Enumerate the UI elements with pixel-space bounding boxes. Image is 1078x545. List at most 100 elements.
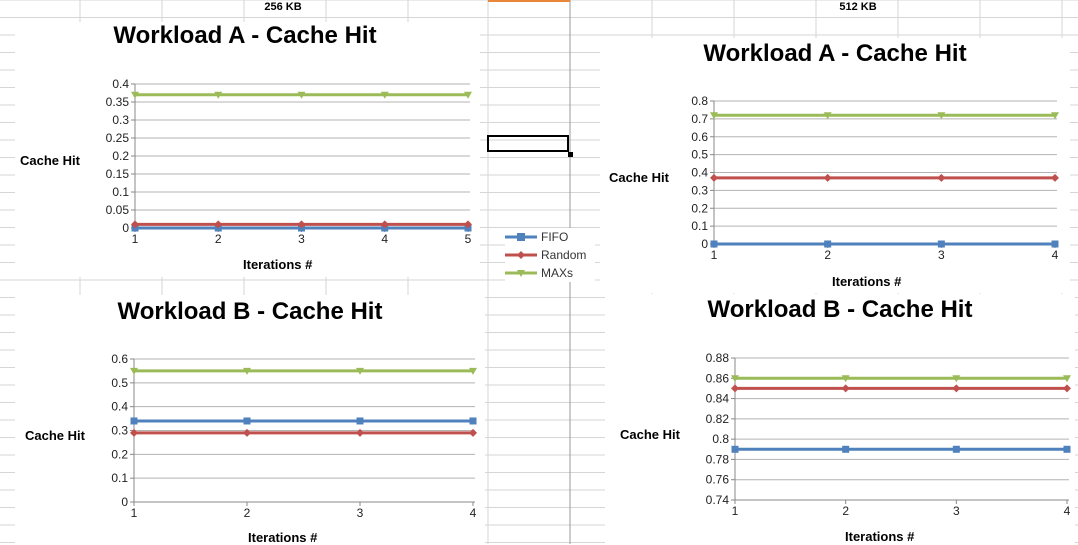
x-tick-label: 1 xyxy=(711,248,718,262)
plot-area: 0 0.1 0.2 0.3 0.4 0.5 0.6 1 2 3 4 xyxy=(111,352,477,520)
data-point-maxs xyxy=(710,112,718,120)
legend-label: FIFO xyxy=(541,230,569,244)
y-tick-label: 0.15 xyxy=(106,167,130,181)
data-point-maxs xyxy=(952,375,961,383)
data-point-fifo xyxy=(710,240,718,248)
y-tick-label: 0.25 xyxy=(106,131,130,145)
x-tick-label: 2 xyxy=(824,248,831,262)
data-point-fifo xyxy=(130,417,138,425)
y-tick-label: 0 xyxy=(121,495,128,509)
y-axis-label: Cache Hit xyxy=(25,428,85,443)
y-tick-label: 0.82 xyxy=(706,412,730,426)
data-point-maxs xyxy=(1051,112,1059,120)
y-tick-label: 0.2 xyxy=(691,201,708,215)
data-point-random xyxy=(214,220,223,229)
x-tick-label: 4 xyxy=(470,506,477,520)
x-tick-label: 1 xyxy=(132,232,139,246)
column-header-512kb: 512 KB xyxy=(839,1,877,13)
chart-workload-b-512kb[interactable]: Workload B - Cache Hit Cache Hit Iterati… xyxy=(605,294,1075,544)
x-tick-label: 3 xyxy=(953,504,960,518)
x-tick-label: 3 xyxy=(938,248,945,262)
y-tick-label: 0.7 xyxy=(691,112,708,126)
maxs-marker-icon xyxy=(505,270,537,277)
data-point-maxs xyxy=(130,367,138,375)
data-point-random xyxy=(731,384,739,393)
y-tick-label: 0.35 xyxy=(106,95,130,109)
data-point-random xyxy=(243,428,251,437)
x-axis-label: Iterations # xyxy=(845,529,915,544)
plot-area: 0 0.05 0.1 0.15 0.2 0.25 0.3 0.35 0.4 1 2 3 4 5 xyxy=(106,77,472,246)
chart-workload-b-256kb[interactable]: Workload B - Cache Hit Cache Hit Iterati… xyxy=(15,295,485,545)
data-point-fifo xyxy=(937,240,945,248)
data-point-random xyxy=(131,220,139,229)
chart-title: Workload A - Cache Hit xyxy=(113,22,377,49)
data-point-random xyxy=(710,173,718,182)
x-tick-label: 3 xyxy=(357,506,364,520)
y-tick-label: 0.5 xyxy=(111,376,128,390)
y-tick-label: 0 xyxy=(122,221,129,235)
y-tick-label: 0.4 xyxy=(112,77,129,91)
chart-legend[interactable]: FIFO Random MAXs xyxy=(505,228,595,282)
y-tick-label: 0.6 xyxy=(111,352,128,366)
x-axis-label: Iterations # xyxy=(243,257,313,272)
data-point-maxs xyxy=(356,367,364,375)
x-axis-label: Iterations # xyxy=(832,274,902,289)
y-tick-label: 0.8 xyxy=(712,432,729,446)
y-tick-label: 0.76 xyxy=(706,473,730,487)
chart-workload-a-512kb[interactable]: Workload A - Cache Hit Cache Hit Iterati… xyxy=(600,38,1070,293)
data-point-maxs xyxy=(243,367,251,375)
data-point-maxs xyxy=(823,112,832,120)
x-tick-label: 5 xyxy=(465,232,472,246)
data-point-maxs xyxy=(937,112,946,120)
plot-area: 0.74 0.76 0.78 0.8 0.82 0.84 0.86 0.88 1 2 3 4 xyxy=(706,351,1071,518)
data-point-fifo xyxy=(824,240,832,248)
y-tick-label: 0.88 xyxy=(706,351,730,365)
data-point-maxs xyxy=(731,375,739,383)
legend-label: Random xyxy=(541,248,587,262)
chart-title: Workload A - Cache Hit xyxy=(703,40,967,67)
data-point-random xyxy=(1063,384,1071,393)
data-point-random xyxy=(380,220,389,229)
y-tick-label: 0 xyxy=(701,237,708,251)
legend-item-maxs: MAXs xyxy=(505,264,595,282)
data-point-random xyxy=(130,428,138,437)
x-tick-label: 2 xyxy=(215,232,222,246)
x-tick-label: 2 xyxy=(244,506,251,520)
data-point-random xyxy=(356,428,364,437)
legend-item-fifo: FIFO xyxy=(505,228,595,246)
data-point-maxs xyxy=(380,91,389,99)
y-tick-label: 0.1 xyxy=(691,219,708,233)
selected-cell[interactable] xyxy=(487,135,569,152)
data-point-fifo xyxy=(469,417,477,425)
plot-area: 0 0.1 0.2 0.3 0.4 0.5 0.6 0.7 0.8 1 2 3 4 xyxy=(691,94,1059,262)
chart-title: Workload B - Cache Hit xyxy=(707,296,973,323)
active-column-accent xyxy=(488,0,570,2)
data-point-fifo xyxy=(731,445,739,453)
y-tick-label: 0.78 xyxy=(706,452,730,466)
data-point-maxs xyxy=(841,375,850,383)
random-marker-icon xyxy=(505,251,537,259)
legend-item-random: Random xyxy=(505,246,595,264)
y-tick-label: 0.3 xyxy=(111,424,128,438)
fifo-marker-icon xyxy=(505,233,537,241)
y-tick-label: 0.86 xyxy=(706,371,730,385)
y-axis-label: Cache Hit xyxy=(20,153,80,168)
x-tick-label: 4 xyxy=(1064,504,1071,518)
x-tick-label: 4 xyxy=(381,232,388,246)
data-point-fifo xyxy=(1063,445,1071,453)
data-point-random xyxy=(469,428,477,437)
data-point-maxs xyxy=(297,91,306,99)
data-point-random xyxy=(464,220,472,229)
chart-workload-a-256kb[interactable]: Workload A - Cache Hit Cache Hit Iterati… xyxy=(15,22,480,277)
data-point-fifo xyxy=(356,417,364,425)
data-point-fifo xyxy=(1051,240,1059,248)
y-tick-label: 0.74 xyxy=(706,493,730,507)
fill-handle[interactable] xyxy=(568,152,573,157)
y-tick-label: 0.05 xyxy=(106,203,130,217)
data-point-maxs xyxy=(214,91,223,99)
y-axis-label: Cache Hit xyxy=(609,170,669,185)
y-tick-label: 0.1 xyxy=(111,471,128,485)
y-tick-label: 0.3 xyxy=(691,183,708,197)
x-tick-label: 4 xyxy=(1052,248,1059,262)
y-tick-label: 0.8 xyxy=(691,94,708,108)
